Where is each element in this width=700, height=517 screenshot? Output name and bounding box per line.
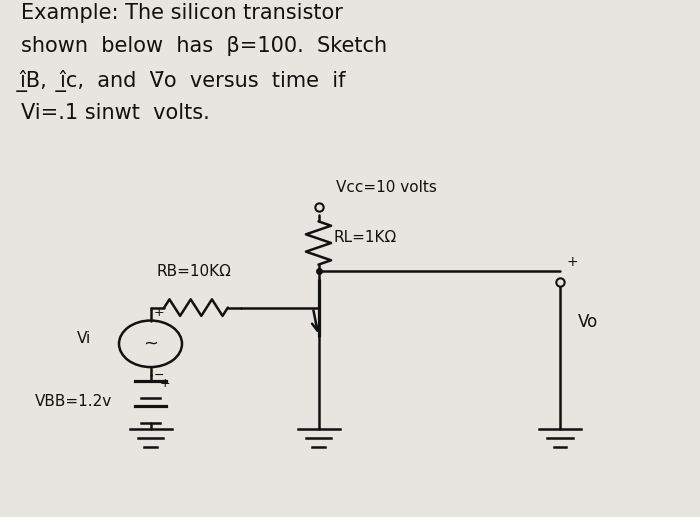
Text: +: + [567, 255, 579, 269]
Text: shown  below  has  β=100.  Sketch: shown below has β=100. Sketch [21, 36, 387, 56]
Text: RL=1KΩ: RL=1KΩ [334, 230, 397, 246]
Text: Vcc=10 volts: Vcc=10 volts [336, 180, 437, 195]
Text: ~: ~ [143, 335, 158, 353]
Text: Vi=.1 sinwt  volts.: Vi=.1 sinwt volts. [21, 103, 210, 124]
Text: Example: The silicon transistor: Example: The silicon transistor [21, 3, 343, 23]
Text: +: + [154, 306, 164, 319]
Text: RB=10KΩ: RB=10KΩ [157, 264, 232, 279]
Text: +: + [160, 377, 170, 390]
Text: −: − [154, 369, 164, 382]
Text: VBB=1.2v: VBB=1.2v [35, 394, 112, 409]
Text: î̲B,  î̲c,  and  V̄o  versus  time  if: î̲B, î̲c, and V̄o versus time if [21, 70, 346, 92]
Text: Vo: Vo [578, 313, 598, 331]
Text: Vi: Vi [77, 331, 91, 346]
